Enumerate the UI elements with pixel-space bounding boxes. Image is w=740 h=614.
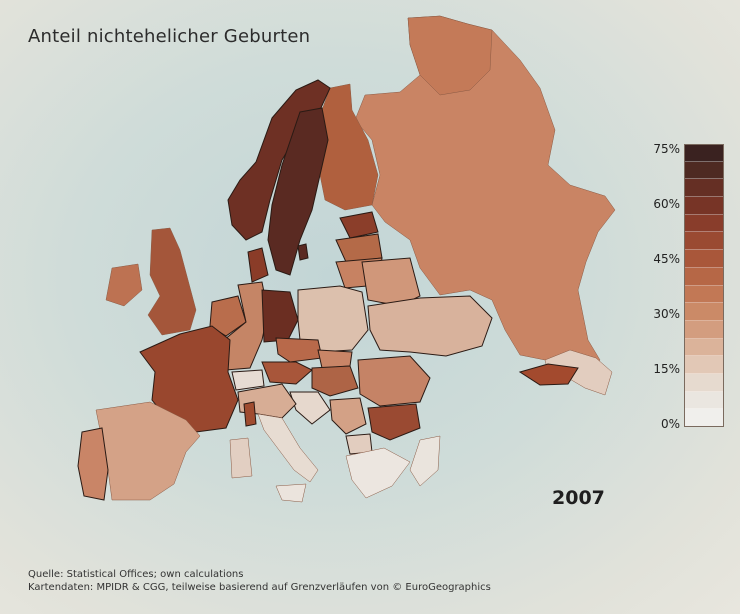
legend-label-60: 60% (653, 197, 680, 211)
region-poland (297, 285, 369, 353)
region-belarus (361, 257, 421, 307)
region-serbia (329, 397, 367, 435)
region-germany-east (261, 289, 299, 343)
legend-swatch (684, 338, 724, 357)
region-russia-north (407, 15, 493, 96)
legend-label-15: 15% (653, 362, 680, 376)
legend-label-45: 45% (653, 252, 680, 266)
legend-swatch (684, 144, 724, 162)
legend-label-0: 0% (660, 417, 680, 431)
legend-swatch (684, 267, 724, 286)
region-switzerland (231, 369, 265, 391)
region-sardinia (229, 437, 253, 479)
legend-swatch (684, 320, 724, 339)
region-georgia (518, 363, 579, 386)
region-benelux (209, 295, 247, 337)
region-italy-south (257, 413, 319, 483)
color-legend: 75% 60% 45% 30% 15% 0% (640, 142, 730, 433)
region-czechia (275, 337, 323, 363)
region-ukraine (367, 295, 493, 357)
region-ireland (105, 263, 143, 307)
map-title: Anteil nichtehelicher Geburten (28, 26, 311, 47)
region-latvia (335, 233, 383, 263)
region-sweden (267, 107, 329, 276)
legend-swatch (684, 356, 724, 374)
region-bulgaria (367, 403, 421, 441)
region-denmark (247, 247, 269, 283)
legend-swatch (684, 197, 724, 215)
legend-swatch (684, 161, 724, 180)
legend-label-75: 75% (653, 142, 680, 156)
region-portugal (77, 427, 109, 501)
source-line-1: Quelle: Statistical Offices; own calcula… (28, 569, 244, 580)
legend-swatch (684, 373, 724, 392)
region-sicily (275, 483, 307, 503)
legend-swatch (684, 303, 724, 321)
region-corsica (243, 401, 257, 427)
region-hungary (311, 365, 359, 397)
region-turkey (409, 435, 441, 487)
region-greece (345, 447, 411, 499)
legend-swatch (684, 391, 724, 410)
region-france (139, 325, 239, 433)
year-label: 2007 (552, 487, 605, 509)
region-slovakia (317, 349, 353, 369)
legend-label-30: 30% (653, 307, 680, 321)
legend-swatch (684, 179, 724, 198)
legend-swatch (684, 250, 724, 268)
region-macedonia (345, 433, 373, 455)
legend-swatch (684, 285, 724, 304)
region-croatia (289, 391, 331, 425)
legend-swatch (684, 232, 724, 251)
source-line-2: Kartendaten: MPIDR & CGG, teilweise basi… (28, 582, 491, 593)
source-note: Quelle: Statistical Offices; own calcula… (28, 568, 491, 594)
region-great-britain (147, 227, 197, 336)
legend-swatch (684, 214, 724, 233)
region-romania (357, 355, 431, 407)
region-austria (261, 361, 313, 385)
legend-swatch (684, 409, 724, 427)
region-estonia (339, 211, 379, 239)
region-gotland (297, 243, 309, 261)
